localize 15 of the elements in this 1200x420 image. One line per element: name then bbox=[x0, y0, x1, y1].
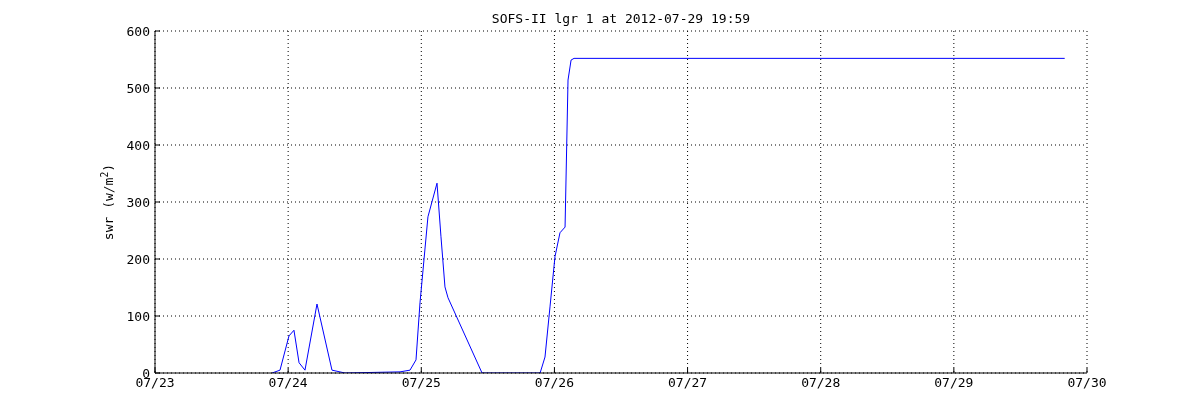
x-tick-label: 07/29 bbox=[934, 375, 974, 391]
line-series bbox=[271, 57, 1066, 373]
x-tick-label: 07/26 bbox=[534, 375, 574, 391]
y-tick-label: 500 bbox=[126, 80, 150, 96]
x-tick-label: 07/30 bbox=[1067, 375, 1107, 391]
x-tick-label: 07/25 bbox=[401, 375, 441, 391]
y-tick-label: 200 bbox=[126, 251, 150, 267]
y-tick-label: 100 bbox=[126, 308, 150, 324]
chart-title: SOFS-II lgr 1 at 2012-07-29 19:59 bbox=[491, 11, 751, 26]
x-tick-label: 07/28 bbox=[801, 375, 841, 391]
x-tick-label: 07/24 bbox=[268, 375, 308, 391]
y-tick-label: 400 bbox=[126, 137, 150, 153]
x-tick-label: 07/27 bbox=[668, 375, 708, 391]
y-tick-label: 300 bbox=[126, 194, 150, 210]
y-tick-label: 600 bbox=[126, 23, 150, 39]
